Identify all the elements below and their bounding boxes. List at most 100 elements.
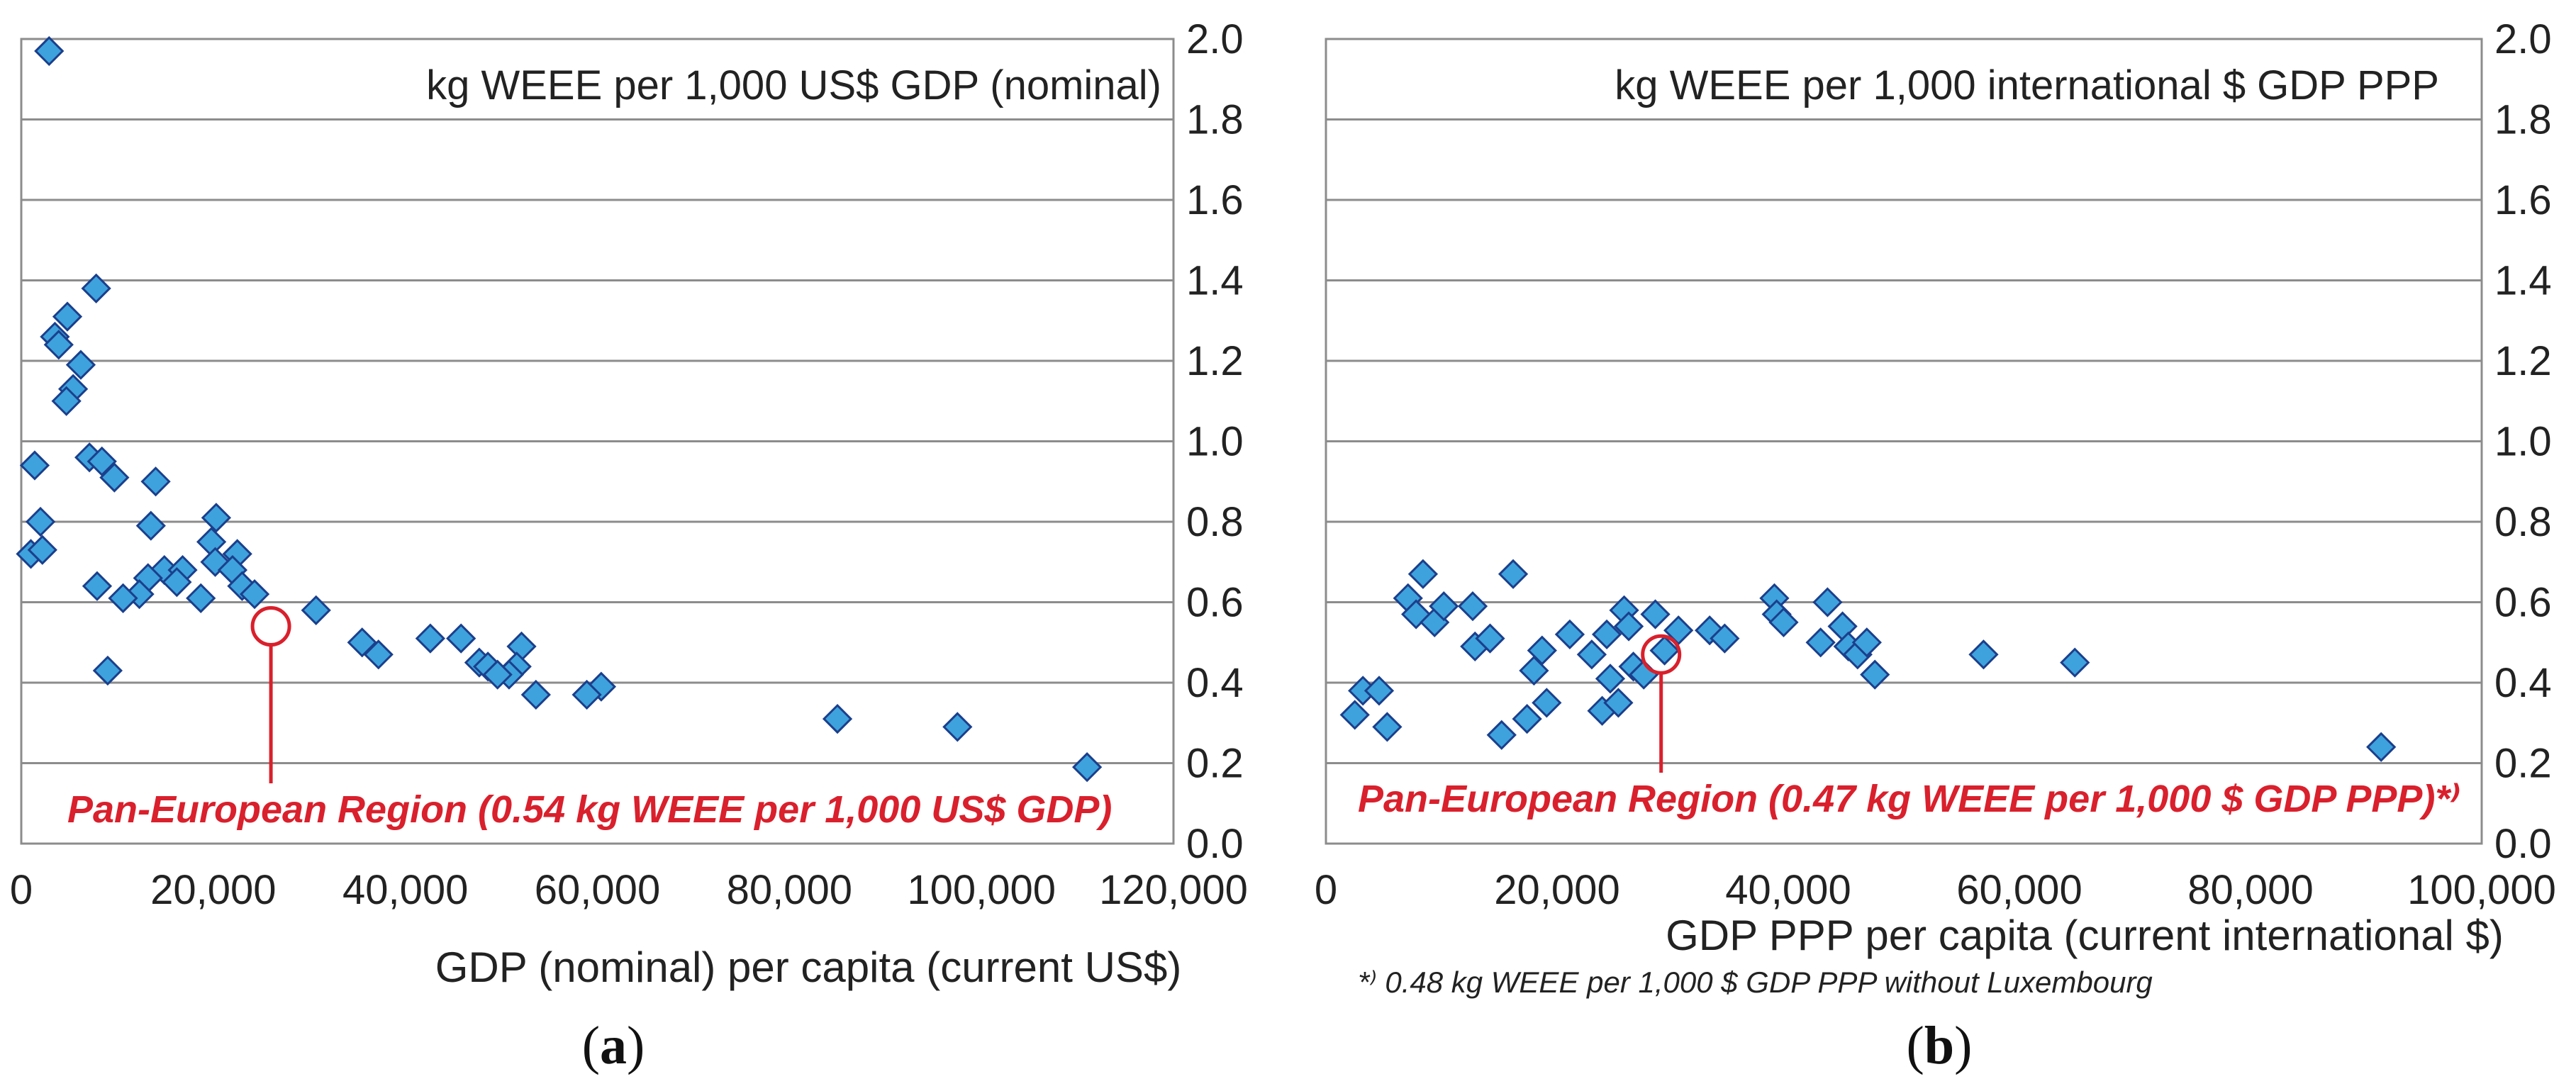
x-tick-label: 60,000 — [1956, 867, 2082, 913]
data-point — [1649, 635, 1680, 666]
panel-label-b: (b) — [1907, 1016, 1973, 1075]
y-tick-label: 0.2 — [2494, 741, 2552, 787]
data-point — [1591, 619, 1622, 650]
data-point — [87, 446, 117, 476]
data-point — [25, 506, 56, 537]
data-point — [1812, 587, 1843, 617]
gridlines-a — [21, 118, 1173, 764]
data-point — [1429, 591, 1459, 622]
data-point — [140, 466, 171, 497]
data-point — [1851, 627, 1882, 658]
data-point — [1532, 688, 1562, 718]
x-tick-label: 80,000 — [2187, 867, 2313, 913]
x-tick-label: 0 — [10, 867, 33, 913]
y-tick-label: 0.6 — [1186, 580, 1244, 626]
x-axis-label-a: GDP (nominal) per capita (current US$) — [435, 944, 1182, 991]
data-point — [1554, 619, 1585, 650]
data-point — [2366, 732, 2397, 762]
data-points-a — [16, 35, 1103, 783]
data-point — [201, 503, 232, 533]
y-tick-label: 1.4 — [1186, 258, 1244, 304]
x-tick-label: 120,000 — [1099, 867, 1248, 913]
data-point — [415, 623, 445, 654]
data-point — [1860, 659, 1890, 690]
data-point — [1613, 611, 1644, 642]
y-tick-label: 2.0 — [2494, 16, 2552, 62]
y-tick-label: 0.0 — [2494, 821, 2552, 867]
data-point — [135, 510, 166, 541]
data-point — [239, 579, 270, 610]
y-tick-label: 0.4 — [2494, 660, 2552, 706]
data-point — [1072, 752, 1103, 783]
x-tick-label: 40,000 — [342, 867, 468, 913]
data-points-b — [1339, 559, 2397, 762]
data-point — [1527, 635, 1557, 666]
data-point — [52, 301, 83, 332]
y-tick-label: 1.0 — [2494, 419, 2552, 465]
x-tick-label: 0 — [1315, 867, 1337, 913]
x-tick-labels-b: 0 20,000 40,000 60,000 80,000 100,000 — [1315, 867, 2556, 913]
data-point — [19, 450, 50, 481]
data-point — [1603, 688, 1634, 718]
data-point — [1364, 676, 1395, 706]
data-point — [1475, 623, 1505, 654]
y-tick-label: 0.0 — [1186, 821, 1244, 867]
x-tick-label: 40,000 — [1725, 867, 1851, 913]
region-annotation-a: Pan-European Region (0.54 kg WEEE per 1,… — [67, 788, 1112, 831]
y-tick-label: 0.8 — [1186, 499, 1244, 545]
y-tick-label: 1.8 — [1186, 97, 1244, 143]
y-tick-labels-a: 0.0 0.2 0.4 0.6 0.8 1.0 1.2 1.4 1.6 1.8 2.0 — [1186, 16, 1244, 867]
data-point — [82, 571, 113, 601]
gridlines-b — [1326, 118, 2482, 764]
y-tick-label: 0.8 — [2494, 499, 2552, 545]
data-point — [942, 712, 973, 742]
data-point — [65, 349, 96, 380]
data-point — [520, 679, 551, 710]
footnote-b: *⁾ 0.48 kg WEEE per 1,000 $ GDP PPP with… — [1358, 966, 2153, 999]
x-tick-label: 20,000 — [1494, 867, 1619, 913]
data-point — [1663, 615, 1694, 646]
data-point — [1512, 703, 1542, 734]
data-point — [1457, 591, 1488, 622]
panel-a: 0.0 0.2 0.4 0.6 0.8 1.0 1.2 1.4 1.6 1.8 2.0 0 20,00… — [10, 16, 1248, 1075]
data-point — [363, 639, 394, 670]
data-point — [1339, 700, 1370, 730]
data-point — [2060, 647, 2090, 678]
pan-european-marker-a — [250, 606, 291, 647]
y-tick-label: 0.2 — [1186, 741, 1244, 787]
data-point — [27, 535, 57, 565]
chart-title-b: kg WEEE per 1,000 international $ GDP PP… — [1615, 62, 2439, 108]
data-point — [822, 703, 853, 734]
y-tick-label: 1.6 — [2494, 177, 2552, 223]
data-point — [571, 679, 602, 710]
data-point — [81, 273, 111, 303]
data-point — [99, 462, 130, 493]
data-point — [1498, 559, 1529, 589]
chart-title-a: kg WEEE per 1,000 US$ GDP (nominal) — [426, 62, 1161, 108]
data-point — [92, 655, 123, 686]
data-point — [446, 623, 476, 654]
y-tick-label: 1.0 — [1186, 419, 1244, 465]
y-tick-label: 2.0 — [1186, 16, 1244, 62]
data-point — [1805, 627, 1836, 658]
y-tick-label: 1.8 — [2494, 97, 2552, 143]
data-point — [1595, 664, 1626, 694]
x-tick-label: 100,000 — [907, 867, 1056, 913]
panel-b: 0.0 0.2 0.4 0.6 0.8 1.0 1.2 1.4 1.6 1.8 2.0 0 20,00… — [1315, 16, 2556, 1075]
x-tick-label: 60,000 — [535, 867, 660, 913]
data-point — [1640, 599, 1671, 630]
data-point — [1710, 623, 1740, 654]
x-axis-label-b: GDP PPP per capita (current internationa… — [1666, 912, 2504, 959]
data-point — [1407, 559, 1439, 589]
data-point — [51, 386, 82, 416]
data-point — [506, 631, 537, 662]
panel-label-a: (a) — [582, 1016, 645, 1075]
data-point — [162, 567, 192, 598]
data-point — [1486, 720, 1517, 750]
data-point — [301, 595, 331, 625]
data-point — [482, 659, 513, 690]
y-tick-label: 1.6 — [1186, 177, 1244, 223]
y-tick-labels-b: 0.0 0.2 0.4 0.6 0.8 1.0 1.2 1.4 1.6 1.8 2.0 — [2494, 16, 2552, 867]
region-annotation-b: Pan-European Region (0.47 kg WEEE per 1,… — [1358, 778, 2461, 820]
